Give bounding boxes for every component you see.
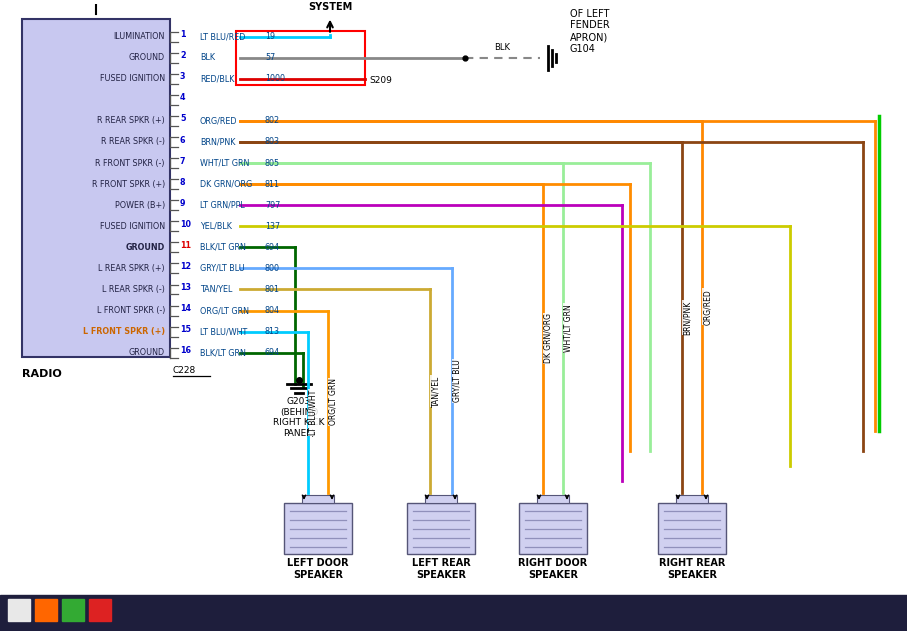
Text: DK GRN/ORG: DK GRN/ORG <box>200 180 252 189</box>
Bar <box>0 595 907 631</box>
Text: L REAR SPKR (-): L REAR SPKR (-) <box>102 285 165 294</box>
Text: 800: 800 <box>265 264 280 273</box>
Text: 12: 12 <box>180 262 191 271</box>
Text: 811: 811 <box>265 180 280 189</box>
Bar <box>62 599 84 621</box>
Text: R REAR SPKR (+): R REAR SPKR (+) <box>97 117 165 126</box>
Text: RED/BLK: RED/BLK <box>200 74 234 83</box>
Text: LT BLU/RED: LT BLU/RED <box>200 32 246 41</box>
Text: 9: 9 <box>180 199 186 208</box>
Text: LT GRN/PPL: LT GRN/PPL <box>200 201 245 209</box>
Text: BLK/LT GRN: BLK/LT GRN <box>200 243 246 252</box>
Text: LT BLU/WHT: LT BLU/WHT <box>309 389 318 435</box>
Text: L FRONT SPKR (-): L FRONT SPKR (-) <box>97 306 165 315</box>
Text: 14: 14 <box>180 304 191 313</box>
Text: ORG/LT GRN: ORG/LT GRN <box>200 306 249 315</box>
FancyBboxPatch shape <box>284 503 352 555</box>
Text: 10: 10 <box>180 220 191 229</box>
Text: FUSED IGNITION: FUSED IGNITION <box>100 74 165 83</box>
Text: 804: 804 <box>265 306 280 315</box>
FancyBboxPatch shape <box>519 503 587 555</box>
Text: 805: 805 <box>265 158 280 168</box>
Text: RIGHT DOOR
SPEAKER: RIGHT DOOR SPEAKER <box>519 558 588 580</box>
Text: RIGHT REAR
SPEAKER: RIGHT REAR SPEAKER <box>658 558 726 580</box>
Text: L REAR SPKR (+): L REAR SPKR (+) <box>98 264 165 273</box>
Text: WHT/LT GRN: WHT/LT GRN <box>564 304 573 352</box>
Text: ORG/RED: ORG/RED <box>703 289 712 325</box>
Text: BLK/LT GRN: BLK/LT GRN <box>200 348 246 357</box>
Text: 1000: 1000 <box>265 74 285 83</box>
Text: DK GRN/ORG: DK GRN/ORG <box>544 314 553 363</box>
Text: ILUMINATION: ILUMINATION <box>113 32 165 41</box>
FancyBboxPatch shape <box>22 19 170 357</box>
Text: 16: 16 <box>180 346 191 355</box>
Text: GRY/LT BLU: GRY/LT BLU <box>200 264 245 273</box>
Bar <box>8 599 30 621</box>
Text: GROUND: GROUND <box>126 243 165 252</box>
Text: 6: 6 <box>180 136 186 144</box>
Text: 13: 13 <box>180 283 191 292</box>
Text: TAN/YEL: TAN/YEL <box>431 375 440 407</box>
Text: S209: S209 <box>369 76 392 85</box>
Text: BRN/PNK: BRN/PNK <box>683 300 692 334</box>
Text: FUSED IGNITION: FUSED IGNITION <box>100 221 165 231</box>
Text: 802: 802 <box>265 117 280 126</box>
Text: 801: 801 <box>265 285 280 294</box>
Text: C228: C228 <box>173 366 196 375</box>
Text: R FRONT SPKR (-): R FRONT SPKR (-) <box>95 158 165 168</box>
FancyBboxPatch shape <box>676 495 708 503</box>
Text: POWER (B+): POWER (B+) <box>115 201 165 209</box>
FancyBboxPatch shape <box>407 503 475 555</box>
Text: 7: 7 <box>180 156 186 165</box>
Text: BLK: BLK <box>494 43 511 52</box>
FancyBboxPatch shape <box>425 495 457 503</box>
Text: YEL/BLK: YEL/BLK <box>200 221 232 231</box>
Text: 137: 137 <box>265 221 280 231</box>
Text: 813: 813 <box>265 327 280 336</box>
Text: GROUND: GROUND <box>129 53 165 62</box>
Text: 19: 19 <box>265 32 275 41</box>
Text: BLK: BLK <box>200 53 215 62</box>
Text: 15: 15 <box>180 325 191 334</box>
Text: R FRONT SPKR (+): R FRONT SPKR (+) <box>92 180 165 189</box>
Text: LT BLU/WHT: LT BLU/WHT <box>200 327 248 336</box>
Text: GRY/LT BLU: GRY/LT BLU <box>453 359 462 402</box>
Text: 694: 694 <box>265 348 280 357</box>
Text: 797: 797 <box>265 201 280 209</box>
Text: LEFT REAR
SPEAKER: LEFT REAR SPEAKER <box>412 558 471 580</box>
Text: GROUND: GROUND <box>129 348 165 357</box>
Text: WHT/LT GRN: WHT/LT GRN <box>200 158 249 168</box>
Text: SYSTEM: SYSTEM <box>307 2 352 12</box>
Bar <box>35 599 57 621</box>
Text: 5: 5 <box>180 114 186 124</box>
Text: L FRONT SPKR (+): L FRONT SPKR (+) <box>83 327 165 336</box>
Text: G203
(BEHIND
RIGHT KICK
PANEL): G203 (BEHIND RIGHT KICK PANEL) <box>273 398 325 438</box>
Text: LEFT DOOR
SPEAKER: LEFT DOOR SPEAKER <box>288 558 349 580</box>
Text: 8: 8 <box>180 178 186 187</box>
Text: 3: 3 <box>180 73 186 81</box>
Text: ORG/RED: ORG/RED <box>200 117 238 126</box>
Text: 4: 4 <box>180 93 186 102</box>
Text: TAN/YEL: TAN/YEL <box>200 285 232 294</box>
Text: RADIO: RADIO <box>22 369 62 379</box>
Text: 803: 803 <box>265 138 280 146</box>
Text: 2: 2 <box>180 51 186 60</box>
FancyBboxPatch shape <box>658 503 726 555</box>
FancyBboxPatch shape <box>537 495 569 503</box>
Text: ORG/LT GRN: ORG/LT GRN <box>329 378 338 425</box>
Text: 57: 57 <box>265 53 275 62</box>
FancyBboxPatch shape <box>302 495 334 503</box>
Text: OF LEFT
FENDER
APRON)
G104: OF LEFT FENDER APRON) G104 <box>570 9 610 54</box>
Text: 694: 694 <box>265 243 280 252</box>
Text: 1: 1 <box>180 30 186 39</box>
Bar <box>89 599 111 621</box>
Text: R REAR SPKR (-): R REAR SPKR (-) <box>101 138 165 146</box>
Text: 11: 11 <box>180 241 191 250</box>
Text: BRN/PNK: BRN/PNK <box>200 138 236 146</box>
